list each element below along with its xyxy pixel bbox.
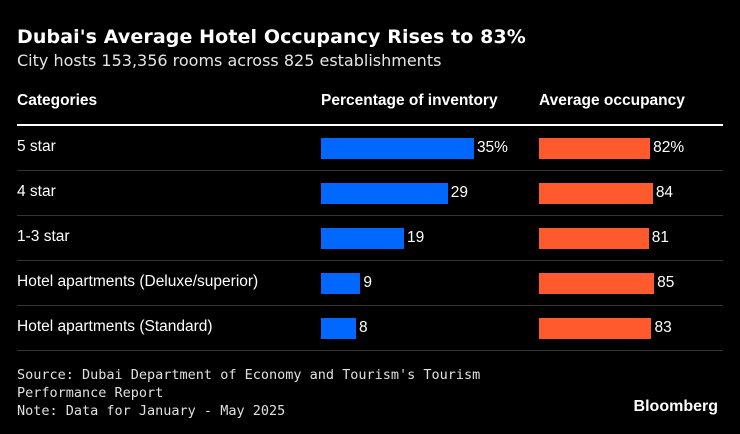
inventory-value: 9 <box>363 274 372 291</box>
column-header-categories: Categories <box>17 92 98 109</box>
category-label: Hotel apartments (Standard) <box>17 318 213 335</box>
category-label: 5 star <box>17 138 56 155</box>
column-header-inventory: Percentage of inventory <box>321 92 498 109</box>
row-divider <box>17 215 723 216</box>
row-divider <box>17 170 723 171</box>
inventory-bar <box>321 183 448 204</box>
row-divider <box>17 305 723 306</box>
chart-title: Dubai's Average Hotel Occupancy Rises to… <box>17 26 526 48</box>
occupancy-bar <box>539 228 649 249</box>
header-divider <box>17 124 723 126</box>
inventory-bar <box>321 273 361 294</box>
row-divider <box>17 260 723 261</box>
occupancy-value: 84 <box>655 184 674 201</box>
occupancy-value: 82% <box>653 139 685 156</box>
inventory-value: 19 <box>407 229 425 246</box>
inventory-value: 29 <box>450 184 468 201</box>
column-header-occupancy: Average occupancy <box>539 92 685 109</box>
occupancy-value: 81 <box>651 229 669 246</box>
occupancy-bar <box>539 183 653 204</box>
inventory-value: 35% <box>476 139 508 156</box>
inventory-value: 8 <box>358 319 368 336</box>
source-text-cont: Performance Report <box>17 385 164 401</box>
bloomberg-logo: Bloomberg <box>633 398 718 415</box>
inventory-bar <box>321 228 405 249</box>
footer-divider <box>17 350 723 351</box>
occupancy-bar <box>539 318 652 339</box>
footer-notes: Source: Dubai Department of Economy and … <box>17 366 480 420</box>
source-text: Source: Dubai Department of Economy and … <box>17 367 481 383</box>
occupancy-value: 85 <box>657 274 675 291</box>
inventory-bar <box>321 318 356 339</box>
occupancy-bar <box>539 138 651 159</box>
note-text: Note: Data for January - May 2025 <box>17 403 286 419</box>
inventory-bar <box>321 138 474 159</box>
occupancy-value: 83 <box>654 319 672 336</box>
category-label: 4 star <box>17 183 56 200</box>
chart-subtitle: City hosts 153,356 rooms across 825 esta… <box>17 51 442 70</box>
category-label: Hotel apartments (Deluxe/superior) <box>17 273 259 290</box>
occupancy-bar <box>539 273 655 294</box>
category-label: 1-3 star <box>17 228 70 245</box>
